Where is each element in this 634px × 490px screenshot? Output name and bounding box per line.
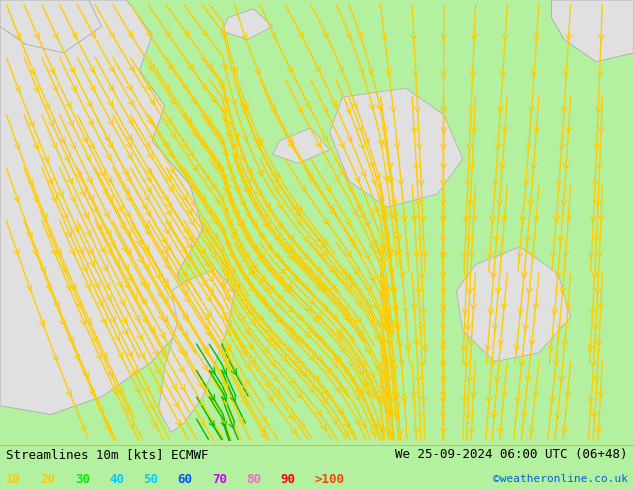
Text: 90: 90 — [280, 473, 295, 486]
Polygon shape — [158, 269, 235, 432]
Text: Streamlines 10m [kts] ECMWF: Streamlines 10m [kts] ECMWF — [6, 448, 209, 461]
Polygon shape — [0, 0, 203, 415]
Polygon shape — [456, 247, 571, 362]
Text: 50: 50 — [143, 473, 158, 486]
Polygon shape — [222, 9, 273, 40]
Text: >100: >100 — [314, 473, 344, 486]
Text: 40: 40 — [109, 473, 124, 486]
Polygon shape — [0, 0, 101, 53]
Text: 20: 20 — [41, 473, 56, 486]
Polygon shape — [330, 88, 463, 207]
Text: 80: 80 — [246, 473, 261, 486]
Text: ©weatheronline.co.uk: ©weatheronline.co.uk — [493, 474, 628, 484]
Polygon shape — [552, 0, 634, 62]
Text: 30: 30 — [75, 473, 90, 486]
Polygon shape — [273, 128, 330, 163]
Text: We 25-09-2024 06:00 UTC (06+48): We 25-09-2024 06:00 UTC (06+48) — [395, 448, 628, 461]
Text: 60: 60 — [178, 473, 193, 486]
Text: 70: 70 — [212, 473, 227, 486]
Text: 10: 10 — [6, 473, 22, 486]
